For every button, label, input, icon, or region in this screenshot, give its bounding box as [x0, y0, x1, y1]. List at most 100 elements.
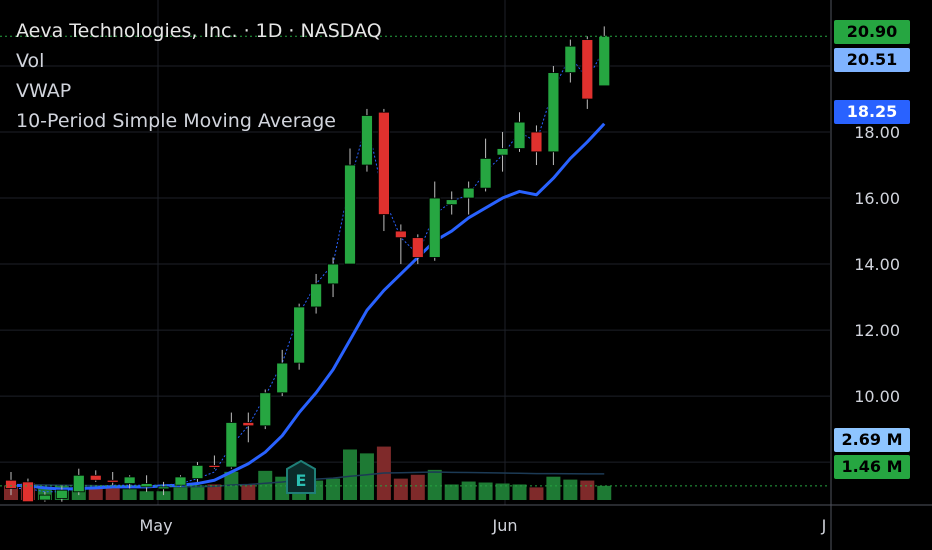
- volume-bar: [207, 484, 222, 500]
- volume-bar: [495, 483, 510, 500]
- candle-body: [259, 392, 272, 427]
- volume-bar: [410, 474, 425, 500]
- candle: [259, 389, 272, 430]
- candle: [89, 470, 102, 482]
- candle: [598, 26, 611, 87]
- candle: [22, 478, 34, 503]
- candle: [344, 148, 356, 265]
- candle-body: [174, 476, 187, 486]
- last-price-tag: 20.90: [834, 20, 910, 44]
- candle: [293, 303, 306, 370]
- candle-body: [428, 197, 441, 258]
- candle: [496, 132, 509, 172]
- candle-body: [327, 263, 339, 285]
- candle: [377, 108, 390, 232]
- candle: [411, 234, 424, 265]
- candle: [242, 412, 255, 443]
- candle-body: [496, 148, 509, 156]
- y-tick-label: 18.00: [854, 123, 900, 142]
- candle: [547, 66, 560, 166]
- candle: [530, 125, 543, 166]
- candle: [445, 191, 458, 215]
- sma-line: [10, 122, 606, 491]
- candle-body: [513, 121, 526, 149]
- volume-bar: [105, 488, 120, 500]
- y-tick-label: 10.00: [854, 387, 900, 406]
- legend-sma[interactable]: 10-Period Simple Moving Average: [16, 110, 336, 132]
- candle-body: [106, 479, 119, 483]
- candle: [55, 485, 68, 502]
- x-tick-label: Jun: [492, 516, 518, 535]
- vol-ma-price-tag: 2.69 M: [834, 428, 910, 452]
- candle: [479, 138, 492, 192]
- volume-bar: [597, 485, 612, 500]
- candlesticks: [5, 26, 611, 503]
- candle-body: [547, 72, 560, 153]
- volume-bar: [173, 486, 188, 500]
- candle-body: [479, 158, 492, 189]
- candle-body: [310, 283, 323, 308]
- candle-body: [225, 422, 238, 468]
- candle: [513, 112, 526, 152]
- legend-vol[interactable]: Vol: [16, 50, 45, 72]
- candle: [276, 349, 289, 397]
- candle: [191, 462, 204, 482]
- candle: [5, 471, 17, 496]
- volume-bar: [529, 487, 544, 500]
- candle: [225, 412, 238, 469]
- candle-body: [5, 479, 17, 489]
- y-tick-label: 12.00: [854, 321, 900, 340]
- candle: [327, 257, 339, 298]
- volume-bar: [478, 482, 493, 500]
- candle-body: [276, 362, 289, 394]
- candle-body: [361, 115, 373, 166]
- volume-bar: [156, 491, 171, 500]
- candle-body: [564, 45, 577, 74]
- candle: [462, 181, 475, 215]
- candle: [310, 273, 323, 314]
- candle: [39, 491, 51, 502]
- candle-body: [242, 422, 255, 427]
- candle: [208, 455, 221, 469]
- candle-body: [22, 481, 34, 503]
- candle-body: [344, 164, 356, 265]
- volume-bar: [461, 481, 476, 500]
- volume-bar: [580, 480, 595, 500]
- legend-title[interactable]: Aeva Technologies, Inc. · 1D · NASDAQ: [16, 20, 382, 42]
- candle-body: [191, 464, 204, 479]
- candle-body: [140, 483, 153, 488]
- candle: [140, 475, 153, 492]
- x-tick-label: J: [821, 516, 827, 535]
- candle-body: [530, 131, 543, 153]
- candle: [106, 471, 119, 486]
- candle-body: [377, 111, 390, 215]
- sma-price-tag: 18.25: [834, 100, 910, 124]
- x-tick-label: May: [139, 516, 172, 535]
- volume-bar: [512, 484, 527, 500]
- candle-body: [123, 476, 136, 484]
- candle: [123, 475, 136, 489]
- candle-body: [394, 230, 407, 239]
- candle-body: [55, 489, 68, 499]
- candle-body: [445, 199, 458, 206]
- volume-bar: [546, 476, 561, 500]
- volume-bar: [241, 484, 256, 500]
- chart-legend: Aeva Technologies, Inc. · 1D · NASDAQ Vo…: [16, 16, 382, 136]
- volume-price-tag: 1.46 M: [834, 455, 910, 479]
- volume-bar: [343, 449, 357, 500]
- volume-bar: [359, 453, 374, 500]
- volume-bar: [122, 489, 137, 500]
- candle: [72, 468, 85, 496]
- candle: [564, 39, 577, 83]
- earnings-e-icon[interactable]: E: [286, 460, 316, 494]
- candle-body: [157, 486, 170, 490]
- candle: [581, 36, 594, 109]
- chart-grid: [0, 0, 830, 505]
- volume-bar: [444, 484, 459, 500]
- volume-bar: [190, 485, 205, 500]
- candle-body: [598, 35, 611, 87]
- candle-body: [411, 237, 424, 258]
- legend-vwap[interactable]: VWAP: [16, 80, 72, 102]
- candle-body: [72, 474, 85, 493]
